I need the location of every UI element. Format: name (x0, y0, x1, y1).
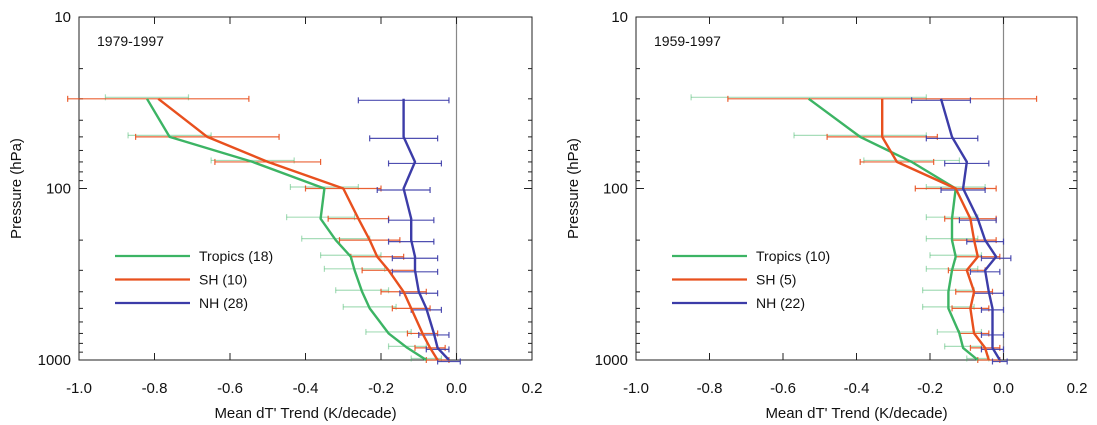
legend: Tropics (10) SH (5) NH (22) (672, 248, 830, 311)
period-label: 1979-1997 (97, 33, 164, 49)
legend-entry: NH (22) (756, 295, 805, 311)
y-axis-label: Pressure (hPa) (565, 138, 582, 239)
series-line-3 (939, 98, 1001, 361)
x-tick-label: 0.0 (993, 380, 1014, 397)
x-tick-label: -1.0 (623, 380, 649, 397)
y-axis-label: Pressure (hPa) (8, 138, 25, 239)
y-tick-label: 1000 (38, 352, 71, 369)
x-tick-label: -0.8 (142, 380, 168, 397)
x-tick-label: -0.2 (917, 380, 943, 397)
x-tick-label: -0.2 (368, 380, 394, 397)
error-bars-series-3 (357, 97, 461, 365)
chart-panel-1: -1.0 -0.8 -0.6 -0.4 -0.2 0.0 0.2 10 100 1000 Mean … (8, 9, 542, 422)
legend-entry: Tropics (10) (756, 248, 830, 264)
period-label: 1959-1997 (654, 33, 721, 49)
plot-frame (635, 16, 1078, 361)
legend: Tropics (18) SH (10) NH (28) (115, 248, 273, 311)
y-tick-label: 10 (611, 9, 628, 26)
error-bars (690, 94, 1038, 365)
y-tick-label: 100 (603, 181, 628, 198)
legend-entry: NH (28) (199, 295, 248, 311)
x-axis-label: Mean dT' Trend (K/decade) (765, 405, 947, 422)
error-bars-series-1 (104, 94, 442, 362)
chart-panel-2: -1.0 -0.8 -0.6 -0.4 -0.2 0.0 0.2 10 100 1000 Mean … (565, 9, 1087, 422)
series-line-2 (157, 97, 439, 361)
series-line-1 (807, 97, 979, 361)
x-tick-label: 0.0 (446, 380, 467, 397)
x-tick-label: -0.4 (293, 380, 319, 397)
error-bars-series-1 (690, 94, 990, 362)
x-tick-label: -0.8 (697, 380, 723, 397)
y-tick-label: 100 (46, 181, 71, 198)
x-tick-label: -1.0 (66, 380, 92, 397)
x-tick-label: -0.6 (217, 380, 243, 397)
series-line-1 (145, 98, 427, 362)
y-tick-label: 1000 (595, 352, 628, 369)
x-tick-label: -0.4 (844, 380, 870, 397)
series-line-3 (402, 98, 450, 361)
legend-entry: SH (5) (756, 272, 796, 288)
error-bars (67, 94, 461, 365)
x-tick-label: 0.2 (1067, 380, 1088, 397)
x-tick-label: -0.6 (770, 380, 796, 397)
x-axis-label: Mean dT' Trend (K/decade) (214, 405, 396, 422)
error-bars-series-3 (911, 97, 1012, 365)
legend-entry: SH (10) (199, 272, 247, 288)
error-bars-series-2 (67, 95, 450, 363)
x-tick-label: 0.2 (522, 380, 543, 397)
y-tick-label: 10 (54, 9, 71, 26)
series-line-2 (881, 98, 990, 361)
legend-entry: Tropics (18) (199, 248, 273, 264)
